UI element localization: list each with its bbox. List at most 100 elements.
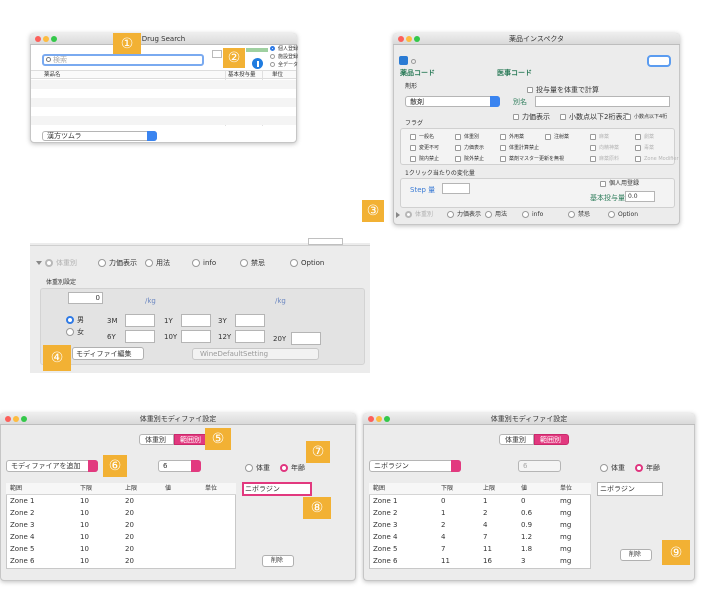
text-field[interactable]: [597, 482, 663, 496]
checkbox[interactable]: [600, 181, 606, 187]
radio[interactable]: [66, 316, 74, 324]
radio[interactable]: [192, 259, 200, 267]
radio[interactable]: [270, 62, 275, 67]
text-field[interactable]: [625, 191, 655, 202]
text-field[interactable]: [242, 482, 312, 496]
checkbox[interactable]: [513, 114, 519, 120]
status-bar: [246, 48, 268, 52]
window-control[interactable]: [5, 416, 11, 422]
table-cell: 1.2: [521, 533, 533, 541]
radio[interactable]: [66, 328, 74, 336]
table-row: [31, 107, 296, 116]
segment-label: 範囲別: [180, 435, 201, 444]
text-field[interactable]: [535, 96, 670, 107]
field-text: 0.0: [628, 192, 638, 200]
segment[interactable]: [534, 434, 569, 445]
field-text: 0: [95, 294, 100, 302]
column-header: 範囲: [373, 485, 386, 492]
radio[interactable]: [608, 211, 615, 218]
checkbox[interactable]: [560, 114, 566, 120]
window-control[interactable]: [43, 36, 49, 42]
radio[interactable]: [270, 46, 275, 51]
checkbox[interactable]: [590, 156, 596, 162]
disclosure-triangle[interactable]: [396, 212, 400, 218]
radio[interactable]: [485, 211, 492, 218]
radio[interactable]: [447, 211, 454, 218]
radio[interactable]: [240, 259, 248, 267]
button[interactable]: [620, 549, 652, 561]
checkbox[interactable]: [410, 156, 416, 162]
text-field[interactable]: [235, 314, 265, 327]
text-field[interactable]: [442, 183, 470, 194]
segment[interactable]: [499, 434, 534, 445]
panel-top-line: [30, 245, 370, 246]
radio[interactable]: [405, 211, 412, 218]
column-header: 上限: [125, 485, 138, 492]
checkbox[interactable]: [410, 134, 416, 140]
text-field[interactable]: [235, 330, 265, 343]
popup-text: モディファイアを追加: [11, 462, 81, 470]
window-control[interactable]: [35, 36, 41, 42]
small-button[interactable]: [212, 50, 222, 58]
window-control[interactable]: [13, 416, 19, 422]
radio[interactable]: [45, 259, 53, 267]
radio[interactable]: [635, 464, 643, 472]
checkbox[interactable]: [590, 145, 596, 151]
text-field[interactable]: [125, 314, 155, 327]
table-cell: 7: [441, 545, 446, 553]
column-header: 単位: [560, 485, 573, 492]
text-field[interactable]: [291, 332, 321, 345]
window-control[interactable]: [384, 416, 390, 422]
checkbox[interactable]: [455, 134, 461, 140]
checkbox[interactable]: [590, 134, 596, 140]
radio-label: 体重: [611, 464, 625, 472]
window-control[interactable]: [376, 416, 382, 422]
text-field[interactable]: [68, 292, 103, 304]
checkbox[interactable]: [635, 145, 641, 151]
window-control[interactable]: [406, 36, 412, 42]
age-label: 12Y: [218, 333, 232, 341]
radio[interactable]: [600, 464, 608, 472]
radio[interactable]: [568, 211, 575, 218]
mode-popup[interactable]: [647, 55, 671, 67]
checkbox[interactable]: [410, 145, 416, 151]
table-cell: 16: [483, 557, 492, 565]
radio[interactable]: [522, 211, 529, 218]
search-field[interactable]: [42, 54, 204, 66]
table-cell: mg: [560, 533, 572, 541]
checkbox-label: 外用薬: [509, 134, 525, 140]
column-header: 下限: [80, 485, 93, 492]
checkbox[interactable]: [635, 134, 641, 140]
radio[interactable]: [270, 54, 275, 59]
disclosure-triangle[interactable]: [36, 261, 42, 265]
checkbox[interactable]: [527, 87, 533, 93]
radio[interactable]: [290, 259, 298, 267]
checkbox[interactable]: [455, 145, 461, 151]
text-field[interactable]: [125, 330, 155, 343]
button[interactable]: [262, 555, 294, 567]
radio[interactable]: [145, 259, 153, 267]
popup-button[interactable]: [518, 460, 561, 472]
checkbox[interactable]: [455, 156, 461, 162]
checkbox-label: 体重別: [464, 134, 480, 140]
text-field[interactable]: [181, 314, 211, 327]
window-control[interactable]: [398, 36, 404, 42]
text-field[interactable]: [181, 330, 211, 343]
checkbox[interactable]: [545, 134, 551, 140]
table-cell: 3: [521, 557, 526, 565]
segment[interactable]: [139, 434, 174, 445]
checkbox[interactable]: [500, 156, 506, 162]
radio[interactable]: [98, 259, 106, 267]
radio[interactable]: [280, 464, 288, 472]
checkbox[interactable]: [625, 114, 631, 120]
button[interactable]: [72, 347, 144, 360]
window-control[interactable]: [51, 36, 57, 42]
checkbox[interactable]: [500, 134, 506, 140]
window-control[interactable]: [21, 416, 27, 422]
checkbox[interactable]: [500, 145, 506, 151]
checkbox[interactable]: [635, 156, 641, 162]
radio[interactable]: [245, 464, 253, 472]
popup-button[interactable]: [192, 348, 319, 360]
window-control[interactable]: [368, 416, 374, 422]
window-control[interactable]: [414, 36, 420, 42]
